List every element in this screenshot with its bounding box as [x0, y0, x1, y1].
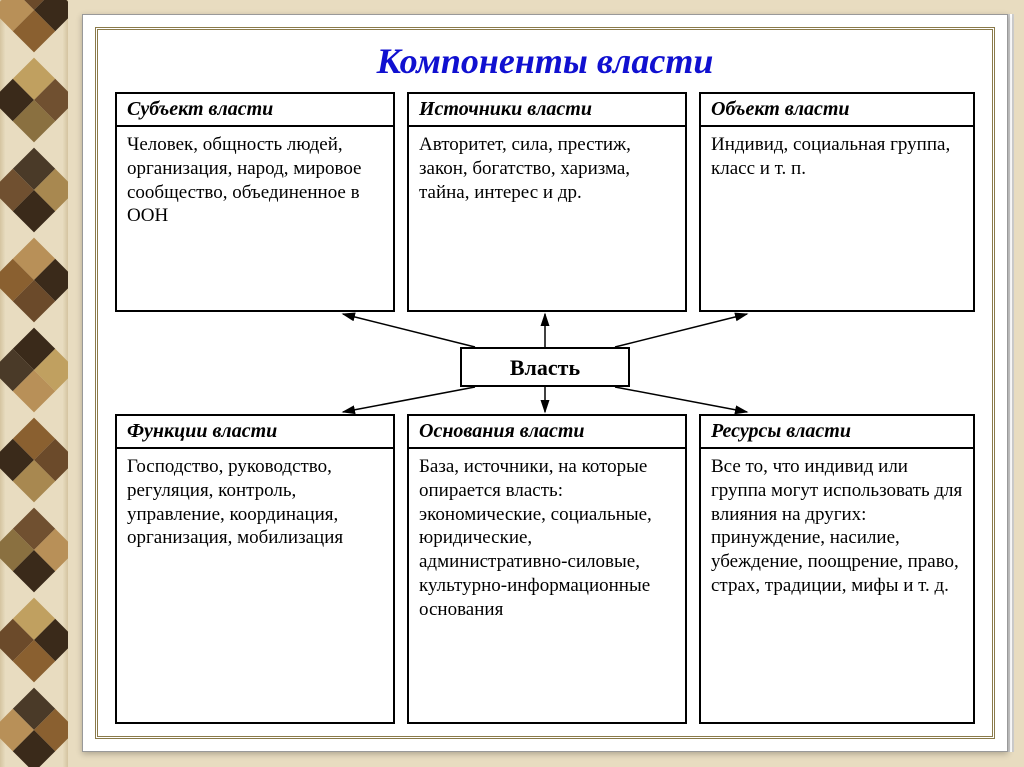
box-sources-body: Авторитет, сила, престиж, закон, богатст…	[409, 127, 685, 210]
slide: Компоненты власти Субъект власти Человек…	[82, 14, 1008, 752]
box-functions: Функции власти Господство, руководство, …	[115, 414, 395, 724]
diagram: Субъект власти Человек, общность людей, …	[115, 92, 975, 724]
slide-title: Компоненты власти	[108, 40, 982, 82]
box-resources-body: Все то, что индивид или группа могут исп…	[701, 449, 973, 604]
center-label: Власть	[510, 355, 580, 380]
slide-frame: Компоненты власти Субъект власти Человек…	[95, 27, 995, 739]
box-bases-body: База, источники, на которые опирается вл…	[409, 449, 685, 627]
box-bases: Основания власти База, источники, на кот…	[407, 414, 687, 724]
box-resources: Ресурсы власти Все то, что индивид или г…	[699, 414, 975, 724]
decorative-sidebar	[0, 0, 68, 767]
box-object-body: Индивид, социальная группа, класс и т. п…	[701, 127, 973, 187]
box-sources-header: Источники власти	[409, 94, 685, 127]
box-subject-body: Человек, общность людей, организация, на…	[117, 127, 393, 234]
box-object: Объект власти Индивид, социальная группа…	[699, 92, 975, 312]
box-object-header: Объект власти	[701, 94, 973, 127]
center-box: Власть	[460, 347, 630, 387]
box-subject-header: Субъект власти	[117, 94, 393, 127]
box-functions-body: Господство, руководство, регуляция, конт…	[117, 449, 393, 556]
box-bases-header: Основания власти	[409, 416, 685, 449]
box-resources-header: Ресурсы власти	[701, 416, 973, 449]
box-functions-header: Функции власти	[117, 416, 393, 449]
box-sources: Источники власти Авторитет, сила, прести…	[407, 92, 687, 312]
box-subject: Субъект власти Человек, общность людей, …	[115, 92, 395, 312]
